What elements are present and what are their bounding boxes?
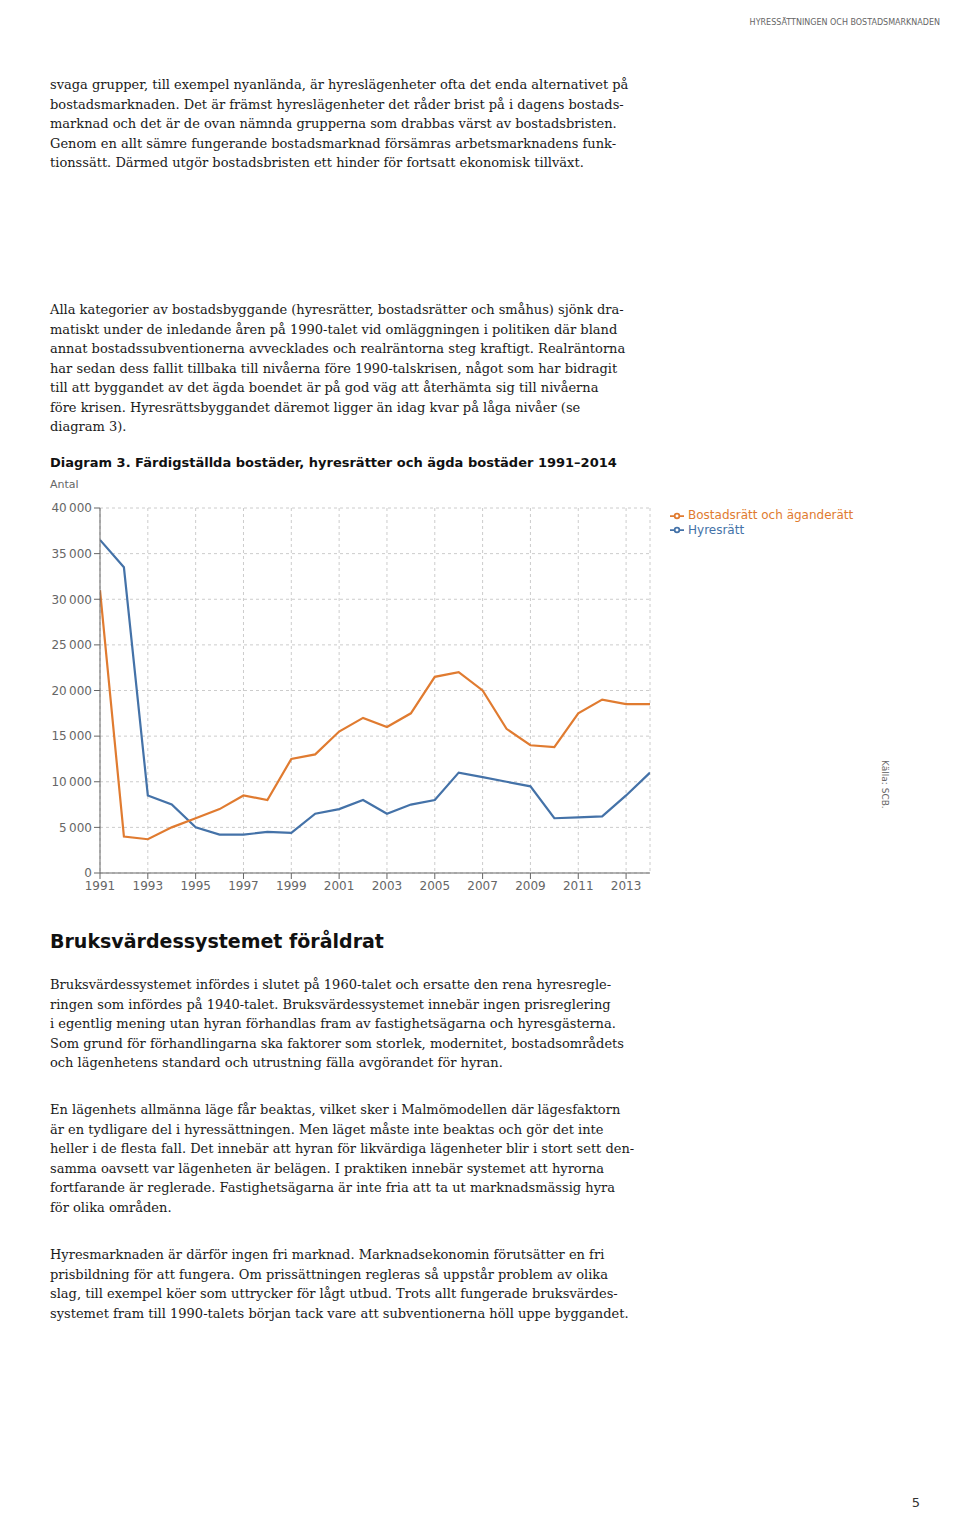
svg-text:2001: 2001 — [324, 879, 355, 893]
svg-text:1997: 1997 — [228, 879, 259, 893]
html-text:fortfarande är reglerade. Fast: fortfarande är reglerade. Fastighetsägar… — [50, 1180, 615, 1195]
html-text:och lägenhetens standard och u: och lägenhetens standard och utrustning … — [50, 1055, 503, 1070]
html-text:5: 5 — [911, 1495, 920, 1510]
html-text:Som grund för förhandlingarna: Som grund för förhandlingarna ska faktor… — [50, 1035, 624, 1051]
svg-text:2013: 2013 — [611, 879, 642, 893]
svg-text:2009: 2009 — [515, 879, 546, 893]
html-text:Alla kategorier av bostadsbygg: Alla kategorier av bostadsbyggande (hyre… — [50, 302, 624, 317]
svg-text:0: 0 — [84, 866, 92, 880]
html-text:Bruksvärdessystemet föråldrat: Bruksvärdessystemet föråldrat — [50, 930, 384, 952]
html-text:heller i de flesta fall. Det i: heller i de flesta fall. Det innebär att… — [50, 1141, 635, 1156]
html-text:Bostadsrätt och äganderätt: Bostadsrätt och äganderätt — [688, 508, 854, 522]
html-text:svaga grupper, till exempel ny: svaga grupper, till exempel nyanlända, ä… — [50, 77, 629, 92]
html-text:Hyresrätt: Hyresrätt — [688, 522, 745, 537]
html-text:slag, till exempel köer som ut: slag, till exempel köer som uttrycker fö… — [50, 1286, 618, 1301]
svg-text:2011: 2011 — [563, 879, 594, 893]
svg-text:40 000: 40 000 — [51, 501, 92, 515]
html-text:ringen som infördes på 1940-ta: ringen som infördes på 1940-talet. Bruks… — [50, 996, 611, 1012]
html-text:Genom en allt sämre fungerande: Genom en allt sämre fungerande bostadsma… — [50, 135, 617, 151]
svg-text:1995: 1995 — [180, 879, 211, 893]
html-text:Hyresmarknaden är därför ingen: Hyresmarknaden är därför ingen fri markn… — [50, 1247, 605, 1262]
html-text:för olika områden.: för olika områden. — [50, 1199, 172, 1215]
svg-text:1999: 1999 — [276, 879, 307, 893]
svg-text:1993: 1993 — [133, 879, 164, 893]
html-text:före krisen. Hyresrättsbyggand: före krisen. Hyresrättsbyggandet däremot… — [50, 399, 581, 415]
svg-text:25 000: 25 000 — [51, 638, 92, 652]
svg-text:30 000: 30 000 — [51, 593, 92, 607]
html-text:Källa: SCB.: Källa: SCB. — [880, 760, 890, 809]
html-text:matiskt under de inledande åre: matiskt under de inledande åren på 1990-… — [50, 321, 618, 337]
html-text:diagram 3).: diagram 3). — [50, 419, 127, 434]
html-text:bostadsmarknaden. Det är främs: bostadsmarknaden. Det är främst hyresläg… — [50, 96, 624, 112]
html-text:marknad och det är de ovan näm: marknad och det är de ovan nämnda gruppe… — [50, 116, 617, 131]
svg-text:20 000: 20 000 — [51, 684, 92, 698]
html-text:samma oavsett var lägenheten ä: samma oavsett var lägenheten är belägen.… — [50, 1160, 604, 1176]
svg-text:2007: 2007 — [467, 879, 498, 893]
html-text:tionssätt. Därmed utgör bostad: tionssätt. Därmed utgör bostadsbristen e… — [50, 155, 584, 170]
html-text:Antal: Antal — [50, 478, 79, 491]
svg-text:35 000: 35 000 — [51, 547, 92, 561]
svg-text:15 000: 15 000 — [51, 729, 92, 743]
svg-text:1991: 1991 — [85, 879, 116, 893]
html-text:har sedan dess fallit tillbaka: har sedan dess fallit tillbaka till nivå… — [50, 360, 618, 376]
html-text:i egentlig mening utan hyran f: i egentlig mening utan hyran förhandlas … — [50, 1016, 616, 1031]
svg-text:2005: 2005 — [420, 879, 451, 893]
svg-text:2003: 2003 — [372, 879, 403, 893]
html-text:är en tydligare del i hyressät: är en tydligare del i hyressättningen. M… — [50, 1121, 604, 1137]
html-text:Bruksvärdessystemet infördes i: Bruksvärdessystemet infördes i slutet på… — [50, 977, 612, 992]
html-text:till att byggandet av det ägda: till att byggandet av det ägda boendet ä… — [50, 380, 599, 395]
svg-text:10 000: 10 000 — [51, 775, 92, 789]
svg-text:5 000: 5 000 — [59, 821, 92, 835]
html-text:systemet fram till 1990-talets: systemet fram till 1990-talets början ta… — [50, 1305, 629, 1321]
html-text:annat bostadssubventionerna av: annat bostadssubventionerna avvecklades … — [50, 341, 626, 356]
html-text:prisbildning för att fungera.: prisbildning för att fungera. Om prissät… — [50, 1266, 608, 1282]
html-text:En lägenhets allmänna läge får: En lägenhets allmänna läge får beaktas, … — [50, 1102, 621, 1117]
html-text:HYRESSÄTTNINGEN OCH BOSTADSMAR: HYRESSÄTTNINGEN OCH BOSTADSMARKNADEN — [749, 18, 940, 27]
html-text:Diagram 3. Färdigställda bostä: Diagram 3. Färdigställda bostäder, hyres… — [50, 455, 617, 470]
